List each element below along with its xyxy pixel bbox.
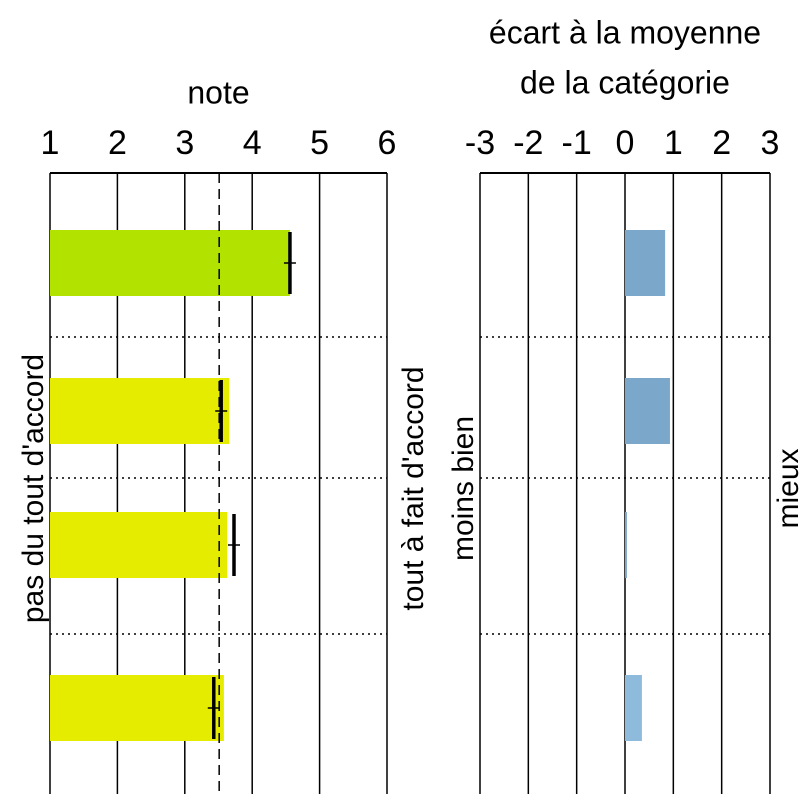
x-tick-label: -3 xyxy=(465,124,495,162)
chart-title: note xyxy=(187,74,249,110)
axis-label: tout à fait d'accord xyxy=(397,366,430,610)
bar xyxy=(50,512,228,578)
x-tick-label: 4 xyxy=(243,124,262,162)
bar xyxy=(625,230,666,296)
x-tick-label: 0 xyxy=(616,124,635,162)
x-tick-label: 1 xyxy=(41,124,60,162)
x-tick-label: 3 xyxy=(761,124,780,162)
x-tick-label: 5 xyxy=(310,124,329,162)
chart-title: de la catégorie xyxy=(520,64,730,100)
bar xyxy=(50,675,224,741)
bar xyxy=(50,378,230,444)
x-tick-label: 1 xyxy=(664,124,683,162)
x-tick-label: 2 xyxy=(108,124,127,162)
axis-label: mieux xyxy=(772,448,805,528)
bar xyxy=(625,675,642,741)
bar xyxy=(625,378,670,444)
x-tick-label: 2 xyxy=(712,124,731,162)
x-tick-label: -2 xyxy=(513,124,543,162)
chart-title: écart à la moyenne xyxy=(489,14,761,50)
axis-label: pas du tout d'accord xyxy=(17,354,50,623)
bar xyxy=(50,230,290,296)
bar xyxy=(625,512,627,578)
x-tick-label: 6 xyxy=(378,124,397,162)
x-tick-label: -1 xyxy=(562,124,592,162)
x-tick-label: 3 xyxy=(175,124,194,162)
axis-label: moins bien xyxy=(447,416,480,561)
